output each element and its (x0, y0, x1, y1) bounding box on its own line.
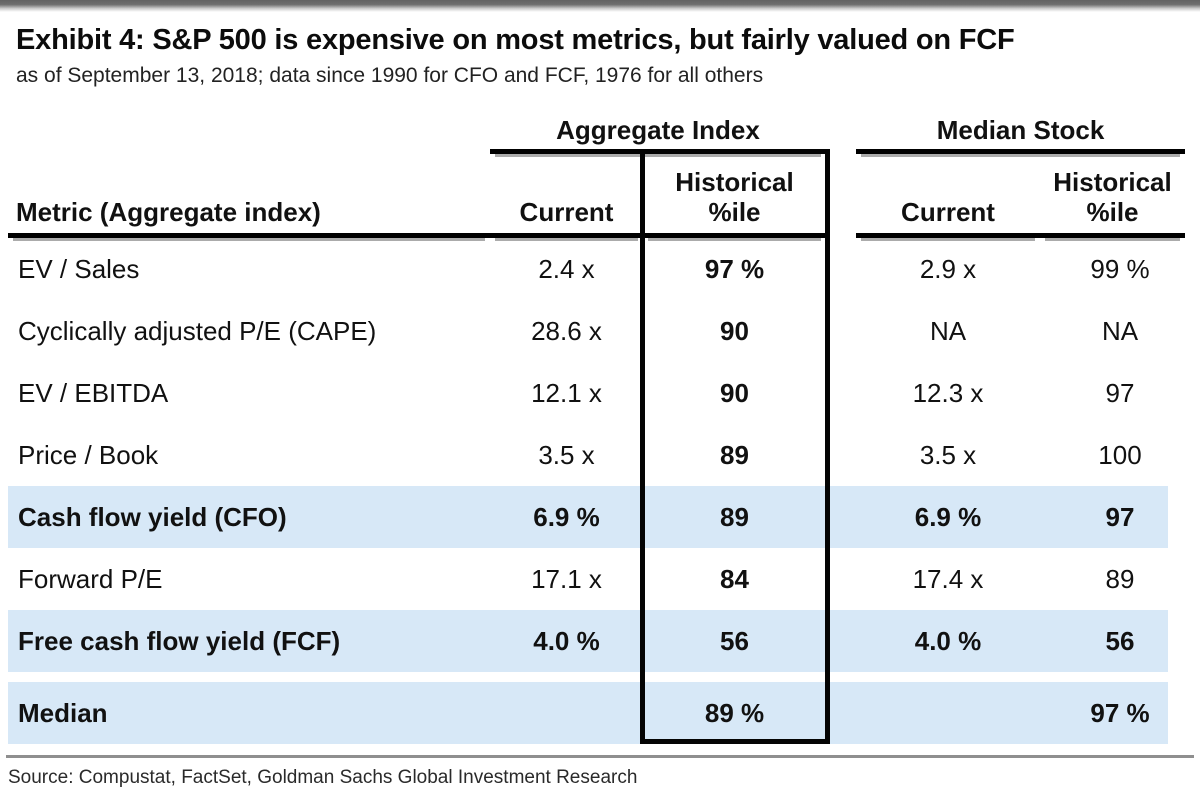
metric-cell: Cash flow yield (CFO) (18, 501, 287, 532)
median-current-cell: 3.5 x (919, 439, 977, 470)
median-current-cell: NA (929, 315, 967, 346)
median-pctile-cell: 97 % (1090, 697, 1150, 728)
col-header-aggregate-historical-pctile: Historical %ile (643, 154, 826, 238)
median-current-cell: 2.9 x (919, 253, 977, 284)
source-note: Source: Compustat, FactSet, Goldman Sach… (8, 767, 638, 788)
gutter-cell (826, 682, 856, 744)
median-current-cell: 17.4 x (912, 563, 984, 594)
table-row-ev-ebitda: EV / EBITDA 12.1 x 90 12.3 x 97 (8, 362, 1200, 424)
aggregate-current-cell: 6.9 % (533, 501, 600, 532)
median-pctile-cell: 97 (1105, 501, 1135, 532)
aggregate-current-cell: 12.1 x (531, 377, 602, 408)
table-row-cash-flow-yield-cfo: Cash flow yield (CFO) 6.9 % 89 6.9 % 97 (8, 486, 1200, 548)
exhibit-title: Exhibit 4: S&P 500 is expensive on most … (16, 24, 1015, 56)
median-current-cell: 4.0 % (914, 625, 982, 656)
gutter-cell (826, 300, 856, 362)
table-row-ev-sales: EV / Sales 2.4 x 97 % 2.9 x 99 % (8, 238, 1200, 300)
aggregate-current-cell: 2.4 x (538, 253, 595, 284)
median-pctile-cell: 56 (1105, 625, 1135, 656)
group-header-aggregate-index: Aggregate Index (490, 112, 826, 154)
header-gutter (826, 154, 856, 238)
metric-cell: EV / Sales (18, 253, 140, 284)
gutter-cell (826, 548, 856, 610)
aggregate-current-cell: 3.5 x (538, 439, 595, 470)
metric-cell: Forward P/E (18, 563, 163, 594)
aggregate-pctile-cell: 90 (720, 377, 749, 408)
metric-cell: Median (18, 697, 108, 728)
aggregate-current-cell (490, 682, 643, 744)
gutter-cell (826, 362, 856, 424)
aggregate-pctile-cell: 90 (720, 315, 749, 346)
metric-cell: Price / Book (18, 439, 159, 470)
group-header-gutter (826, 112, 856, 154)
aggregate-pctile-cell: 89 (720, 439, 749, 470)
table-row-cape: Cyclically adjusted P/E (CAPE) 28.6 x 90… (8, 300, 1200, 362)
aggregate-pctile-cell: 84 (720, 563, 749, 594)
col-header-median-current: Current (856, 154, 1040, 238)
metric-cell: Cyclically adjusted P/E (CAPE) (18, 315, 377, 346)
col-header-median-historical-pctile: Historical %ile (1040, 154, 1185, 238)
aggregate-pctile-cell: 89 % (704, 697, 765, 728)
median-pctile-cell: 100 (1098, 439, 1142, 470)
exhibit-subtitle: as of September 13, 2018; data since 199… (16, 64, 764, 87)
median-pctile-cell: 97 (1105, 377, 1135, 408)
gutter-cell (826, 424, 856, 486)
median-pctile-cell: NA (1101, 315, 1139, 346)
col-header-aggregate-current: Current (490, 154, 643, 238)
header-line-pctile: %ile (1086, 197, 1139, 227)
gutter-cell (826, 610, 856, 672)
table-row-price-book: Price / Book 3.5 x 89 3.5 x 100 (8, 424, 1200, 486)
table-row-median: Median 89 % 97 % (8, 682, 1200, 744)
group-header-spacer (8, 112, 490, 154)
column-header-row: Metric (Aggregate index) Current Histori… (8, 154, 1200, 238)
header-line-historical: Historical (675, 167, 794, 197)
gutter-cell (826, 486, 856, 548)
median-pctile-cell: 99 % (1090, 253, 1150, 284)
gutter-cell (826, 238, 856, 300)
header-line-historical: Historical (1053, 167, 1172, 197)
table-row-free-cash-flow-yield-fcf: Free cash flow yield (FCF) 4.0 % 56 4.0 … (8, 610, 1200, 672)
median-current-cell: 6.9 % (914, 501, 982, 532)
metric-cell: Free cash flow yield (FCF) (18, 625, 341, 656)
aggregate-pctile-cell: 97 % (704, 253, 765, 284)
aggregate-current-cell: 28.6 x (531, 315, 602, 346)
col-header-metric: Metric (Aggregate index) (8, 154, 490, 238)
aggregate-current-cell: 4.0 % (533, 625, 600, 656)
metric-cell: EV / EBITDA (18, 377, 169, 408)
valuation-table: Aggregate Index Median Stock Metric (Agg… (0, 112, 1200, 744)
median-pctile-cell: 89 (1105, 563, 1135, 594)
group-header-row: Aggregate Index Median Stock (8, 112, 1200, 154)
aggregate-pctile-cell: 56 (720, 625, 749, 656)
header-line-pctile: %ile (708, 197, 761, 227)
median-current-cell: 12.3 x (912, 377, 984, 408)
median-current-cell (856, 682, 1040, 744)
top-shadow-bar (0, 0, 1200, 12)
aggregate-pctile-cell: 89 (720, 501, 749, 532)
group-header-median-stock: Median Stock (856, 112, 1185, 154)
table-row-forward-pe: Forward P/E 17.1 x 84 17.4 x 89 (8, 548, 1200, 610)
bottom-divider (6, 755, 1194, 758)
aggregate-current-cell: 17.1 x (531, 563, 602, 594)
